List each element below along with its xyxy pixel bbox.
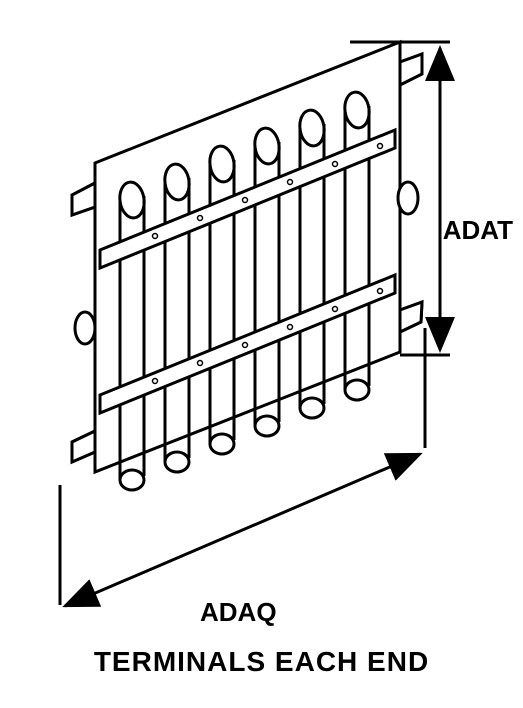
terminal-block <box>72 42 422 490</box>
technical-diagram: ADAT ADAQ TERMINALS EACH END <box>0 0 523 703</box>
label-adat: ADAT <box>443 215 513 246</box>
caption: TERMINALS EACH END <box>0 646 523 678</box>
label-adaq: ADAQ <box>200 597 277 628</box>
